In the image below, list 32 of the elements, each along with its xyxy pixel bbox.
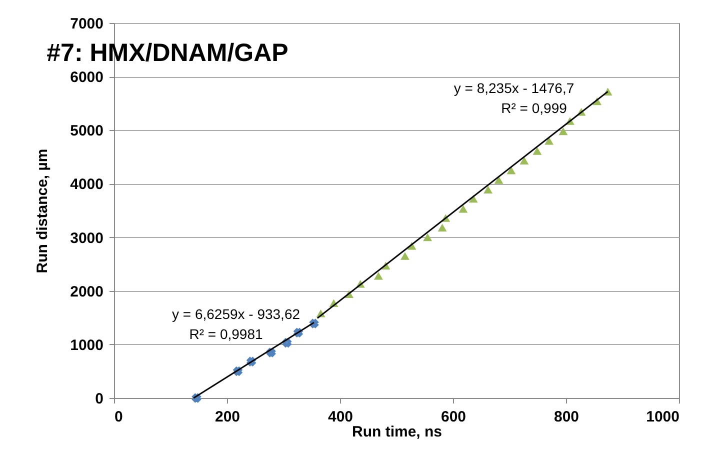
point bbox=[438, 224, 447, 232]
y-tick-label: 1000 bbox=[70, 336, 104, 354]
annotation: y = 8,235x - 1476,7 bbox=[454, 80, 574, 96]
x-tick-label: 0 bbox=[114, 408, 123, 426]
annotation: R² = 0,999 bbox=[501, 100, 568, 116]
point bbox=[458, 205, 468, 213]
point bbox=[532, 147, 542, 155]
point bbox=[484, 186, 492, 194]
point bbox=[423, 233, 432, 242]
x-tick-label: 1000 bbox=[646, 408, 680, 426]
annotation: R² = 0,9981 bbox=[189, 326, 263, 342]
y-axis-title: Run distance, µm bbox=[34, 148, 52, 274]
y-tick-label: 2000 bbox=[70, 283, 104, 300]
y-tick-label: 0 bbox=[95, 390, 104, 408]
text: #7: HMX/DNAM/GAP bbox=[46, 39, 288, 67]
x-tick-label: 200 bbox=[214, 408, 240, 426]
point bbox=[506, 166, 516, 174]
y-tick-label: 7000 bbox=[70, 16, 104, 32]
y-tick-label: 6000 bbox=[70, 69, 104, 86]
x-axis-title: Run time, ns bbox=[352, 424, 442, 440]
point bbox=[520, 156, 529, 165]
point bbox=[400, 252, 410, 260]
x-tick-label: 600 bbox=[440, 408, 466, 426]
point bbox=[494, 176, 504, 184]
point bbox=[374, 272, 383, 280]
y-tick-label: 3000 bbox=[70, 230, 104, 247]
annotation: y = 6,6259x - 933,62 bbox=[172, 306, 300, 322]
point bbox=[558, 127, 568, 136]
y-tick-label: 5000 bbox=[70, 122, 104, 140]
x-tick-label: 800 bbox=[554, 408, 580, 426]
y-tick-label: 4000 bbox=[70, 176, 104, 194]
x-tick-label: 400 bbox=[328, 408, 354, 426]
